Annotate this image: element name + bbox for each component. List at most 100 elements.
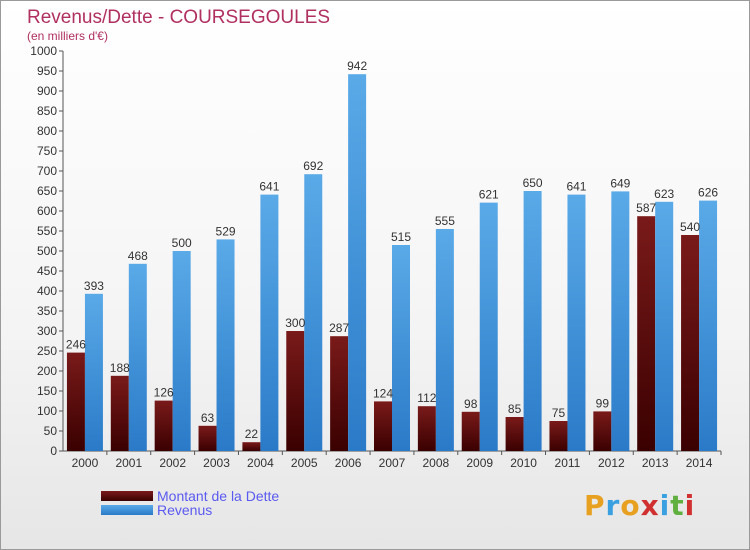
x-tick-label: 2014 (686, 456, 713, 470)
logo-letter: i (659, 489, 671, 522)
data-label-dette: 246 (66, 338, 86, 352)
logo-letter: P (584, 489, 606, 522)
bar-revenus (216, 239, 235, 451)
y-tick-label: 150 (37, 384, 57, 398)
bar-revenus (392, 245, 410, 451)
bar-revenus (260, 194, 279, 451)
bar-revenus (348, 74, 367, 451)
data-label-dette: 188 (110, 361, 130, 375)
bar-dette (242, 442, 261, 451)
y-tick-label: 700 (37, 164, 57, 178)
data-label-revenus: 529 (216, 224, 236, 238)
bar-revenus (172, 251, 191, 451)
data-label-revenus: 641 (259, 180, 279, 194)
data-label-revenus: 692 (303, 159, 323, 173)
bar-dette (66, 352, 85, 451)
data-label-dette: 99 (596, 396, 610, 410)
bar-revenus (655, 201, 674, 451)
data-label-dette: 98 (464, 397, 478, 411)
y-tick-label: 550 (37, 224, 57, 238)
y-tick-label: 600 (37, 204, 57, 218)
data-label-dette: 587 (636, 201, 656, 215)
x-tick-label: 2007 (379, 456, 406, 470)
y-tick-label: 800 (37, 124, 57, 138)
bar-dette (417, 406, 436, 451)
bar-revenus (611, 191, 630, 451)
data-label-dette: 300 (285, 316, 305, 330)
bars-group (66, 74, 718, 451)
bar-dette (549, 421, 568, 451)
proxiti-logo: Proxiti (584, 489, 695, 522)
y-tick-label: 850 (37, 104, 57, 118)
data-label-dette: 63 (201, 411, 215, 425)
x-tick-label: 2013 (642, 456, 669, 470)
x-tick-label: 2009 (466, 456, 493, 470)
y-tick-label: 500 (37, 244, 57, 258)
y-tick-label: 950 (37, 64, 57, 78)
logo-letter: i (684, 489, 696, 522)
data-label-revenus: 468 (128, 249, 148, 263)
data-label-revenus: 623 (654, 187, 674, 201)
logo-letter: o (620, 489, 641, 522)
logo-letter: r (605, 489, 621, 522)
data-label-dette: 112 (417, 391, 436, 405)
x-tick-label: 2012 (598, 456, 625, 470)
data-label-dette: 85 (508, 402, 522, 416)
bar-revenus (523, 191, 542, 451)
y-tick-label: 350 (37, 304, 57, 318)
x-tick-label: 2004 (247, 456, 274, 470)
data-label-dette: 287 (329, 321, 349, 335)
legend-label-revenus: Revenus (157, 502, 213, 518)
legend-swatch-revenus (101, 505, 153, 515)
logo-letter: t (670, 489, 685, 522)
data-label-revenus: 515 (391, 230, 411, 244)
data-label-dette: 126 (154, 386, 174, 400)
bar-dette (330, 336, 349, 451)
bar-dette (681, 235, 700, 451)
bar-revenus (84, 293, 103, 451)
bar-dette (505, 417, 524, 451)
y-tick-label: 650 (37, 184, 57, 198)
x-tick-label: 2001 (115, 456, 142, 470)
y-tick-label: 50 (44, 424, 58, 438)
chart-subtitle: (en milliers d'€) (27, 29, 108, 43)
bar-dette (198, 425, 217, 451)
chart-title: Revenus/Dette - COURSEGOULES (27, 7, 331, 28)
bar-revenus (128, 263, 147, 451)
legend-swatch-dette (101, 491, 153, 501)
x-tick-label: 2010 (510, 456, 537, 470)
data-label-revenus: 942 (347, 59, 367, 73)
x-tick-label: 2002 (159, 456, 186, 470)
x-tick-label: 2006 (335, 456, 362, 470)
x-tick-label: 2008 (423, 456, 450, 470)
y-tick-label: 450 (37, 264, 57, 278)
bar-dette (374, 401, 392, 451)
data-label-revenus: 393 (84, 279, 104, 293)
data-label-revenus: 555 (435, 214, 455, 228)
bar-dette (110, 375, 129, 451)
y-tick-label: 300 (37, 324, 57, 338)
bar-dette (637, 216, 656, 451)
logo-letter: x (640, 489, 660, 522)
data-label-revenus: 621 (479, 188, 499, 202)
data-label-dette: 75 (552, 406, 566, 420)
y-tick-label: 0 (50, 444, 57, 458)
x-tick-label: 2003 (203, 456, 230, 470)
y-tick-label: 750 (37, 144, 57, 158)
bar-dette (286, 331, 305, 451)
legend-item-revenus: Revenus (101, 502, 212, 518)
data-label-revenus: 626 (698, 186, 718, 200)
bar-dette (154, 400, 173, 451)
y-tick-label: 100 (37, 404, 57, 418)
y-tick-label: 200 (37, 364, 57, 378)
y-tick-label: 400 (37, 284, 57, 298)
data-label-revenus: 650 (523, 176, 543, 190)
data-label-revenus: 641 (566, 180, 586, 194)
data-label-dette: 124 (373, 386, 393, 400)
bar-revenus (567, 194, 586, 451)
data-label-dette: 540 (680, 220, 700, 234)
data-label-revenus: 649 (610, 176, 630, 190)
bar-dette (461, 411, 480, 451)
